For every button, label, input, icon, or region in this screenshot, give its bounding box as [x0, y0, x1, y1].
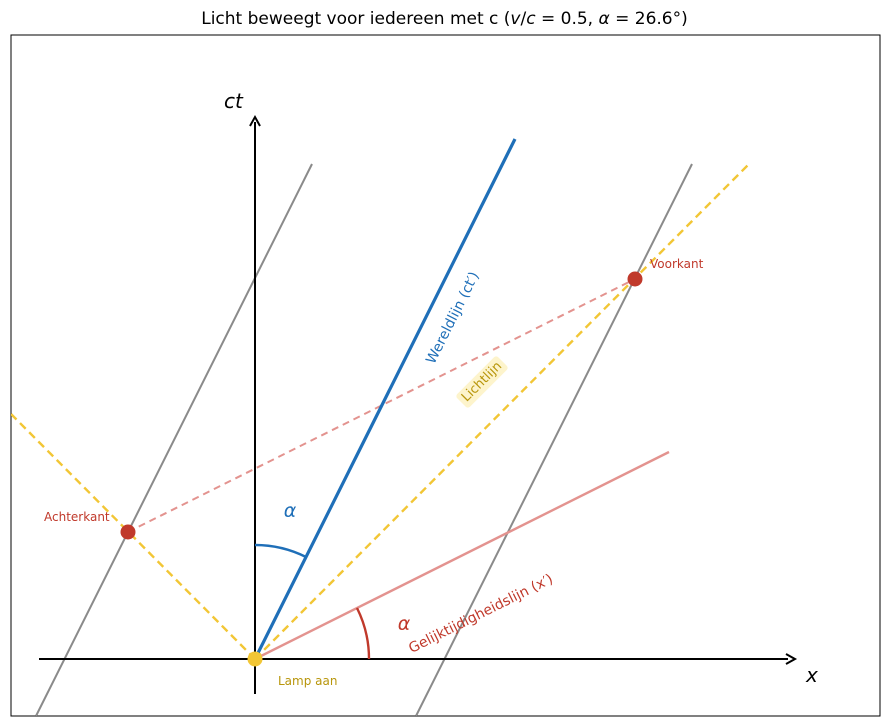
lamp-label: Lamp aan [278, 674, 337, 688]
back-label: Achterkant [44, 510, 110, 524]
title-v: v [510, 9, 521, 29]
event-back [120, 524, 136, 540]
x-axis-arrow [785, 653, 798, 665]
chart-title: Licht beweegt voor iedereen met c (v/c =… [0, 9, 889, 29]
worldline-ct-prime [253, 138, 517, 660]
lightline-label-bg [456, 356, 508, 408]
back-worldline [35, 163, 313, 716]
plot-frame [10, 34, 881, 717]
back-front-connector [127, 278, 636, 533]
event-lamp [247, 651, 263, 667]
event-front [627, 271, 643, 287]
title-alpha: α [598, 9, 610, 29]
alpha-arc-top [254, 543, 307, 559]
front-worldline [415, 163, 693, 716]
simultaneity-line [254, 450, 670, 661]
alpha-label-top: α [284, 500, 297, 522]
alpha-arc-bottom [355, 607, 371, 660]
x-axis-label: x [805, 663, 818, 687]
title-prefix: Licht beweegt voor iedereen met c ( [201, 9, 511, 29]
ct-axis-label: ct [224, 89, 244, 113]
alpha-label-bottom: α [398, 613, 411, 635]
title-slash: / [520, 9, 527, 29]
title-c: c [526, 9, 536, 29]
title-eq2: = 26.6°) [609, 9, 688, 29]
front-label: Voorkant [650, 257, 704, 271]
ct-axis-arrow [249, 114, 261, 127]
title-eq1: = 0.5, [535, 9, 599, 29]
